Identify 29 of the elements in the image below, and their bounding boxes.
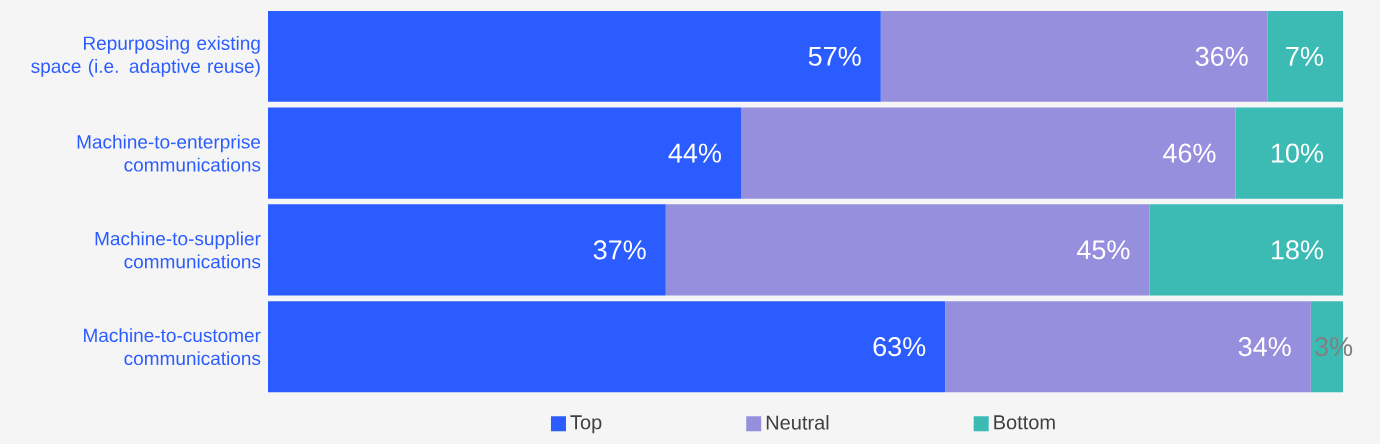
legend-label: Neutral <box>766 415 829 430</box>
data-label: 34% <box>1238 337 1291 357</box>
bar <box>268 204 666 296</box>
y-tick-label: Machine-to-customer communications <box>84 328 261 366</box>
bar <box>945 301 1311 393</box>
bar <box>1267 10 1344 102</box>
y-tick-label: Machine-to-supplier communications <box>95 231 261 269</box>
data-label: 18% <box>1271 240 1323 260</box>
data-label: 63% <box>873 337 926 357</box>
bar <box>1149 204 1344 296</box>
bar <box>741 107 1236 199</box>
legend-label: Top <box>570 415 602 434</box>
data-label: 36% <box>1195 46 1248 66</box>
bar <box>1235 107 1344 199</box>
data-label: 46% <box>1163 143 1216 163</box>
bar <box>268 301 946 393</box>
data-label: 7% <box>1286 46 1323 66</box>
data-label: 45% <box>1077 240 1130 260</box>
bar <box>268 107 742 199</box>
bar <box>880 10 1268 102</box>
bar <box>268 10 881 102</box>
data-label: 44% <box>668 143 721 163</box>
y-tick-label: Repurposing existing space (i.e. adaptive reuse) <box>31 36 260 77</box>
data-label: 37% <box>593 240 646 260</box>
bar <box>665 204 1150 296</box>
data-label: 10% <box>1271 143 1323 163</box>
legend-label: Bottom <box>994 415 1055 430</box>
y-tick-label: Machine-to-enterprise communications <box>77 134 261 172</box>
data-label: 57% <box>808 46 861 66</box>
